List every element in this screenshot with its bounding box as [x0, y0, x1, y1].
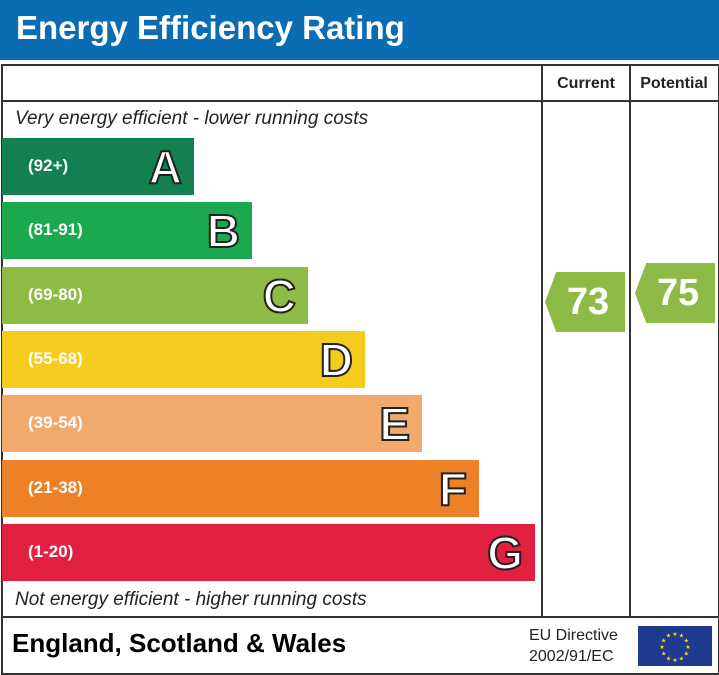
- band-letter: G: [486, 526, 524, 580]
- band-f: (21-38) F: [2, 459, 479, 517]
- band-range: (92+): [28, 156, 69, 175]
- star-icon: ★: [679, 655, 684, 662]
- star-icon: ★: [672, 631, 677, 638]
- band-b: (81-91) B: [2, 202, 252, 260]
- potential-rating: 75: [635, 263, 715, 323]
- bottom-note: Not energy efficient - higher running co…: [15, 589, 367, 610]
- star-icon: ★: [684, 638, 689, 645]
- band-letter: C: [262, 269, 297, 323]
- band-g: (1-20) G: [2, 523, 535, 581]
- band-range: (1-20): [28, 541, 74, 561]
- band-letter: D: [319, 333, 354, 387]
- star-icon: ★: [661, 651, 666, 658]
- star-icon: ★: [661, 638, 666, 645]
- directive-line1: EU Directive: [529, 627, 618, 644]
- band-range: (55-68): [28, 348, 83, 368]
- band-range: (21-38): [28, 477, 83, 497]
- band-letter: F: [438, 462, 468, 516]
- band-d: (55-68) D: [2, 330, 365, 388]
- divider: [1, 100, 718, 102]
- divider: [629, 64, 631, 617]
- top-note: Very energy efficient - lower running co…: [15, 108, 369, 129]
- band-c: (69-80) C: [2, 266, 308, 324]
- band-e: (39-54) E: [2, 395, 422, 453]
- current-header: Current: [557, 75, 615, 92]
- region-label: England, Scotland & Wales: [12, 628, 347, 658]
- star-icon: ★: [666, 655, 671, 662]
- divider: [541, 64, 543, 617]
- star-icon: ★: [679, 633, 684, 640]
- star-icon: ★: [685, 644, 690, 651]
- star-icon: ★: [666, 633, 671, 640]
- directive-line2: 2002/91/EC: [529, 648, 614, 665]
- band-range: (81-91): [28, 220, 83, 240]
- current-rating: 73: [545, 272, 625, 332]
- divider: [1, 616, 718, 618]
- band-range: (39-54): [28, 413, 83, 433]
- star-icon: ★: [659, 644, 664, 651]
- band-letter: A: [148, 140, 183, 194]
- band-letter: B: [206, 204, 241, 258]
- star-icon: ★: [684, 651, 689, 658]
- star-icon: ★: [672, 657, 677, 664]
- eu-flag-icon: ★ ★★★★★★★★★★★: [638, 626, 712, 666]
- header: Energy Efficiency Rating: [0, 0, 719, 60]
- band-a: (92+) A: [2, 138, 194, 195]
- title: Energy Efficiency Rating: [16, 9, 405, 46]
- band-range: (69-80): [28, 284, 83, 304]
- band-letter: E: [378, 397, 411, 451]
- potential-header: Potential: [640, 75, 708, 92]
